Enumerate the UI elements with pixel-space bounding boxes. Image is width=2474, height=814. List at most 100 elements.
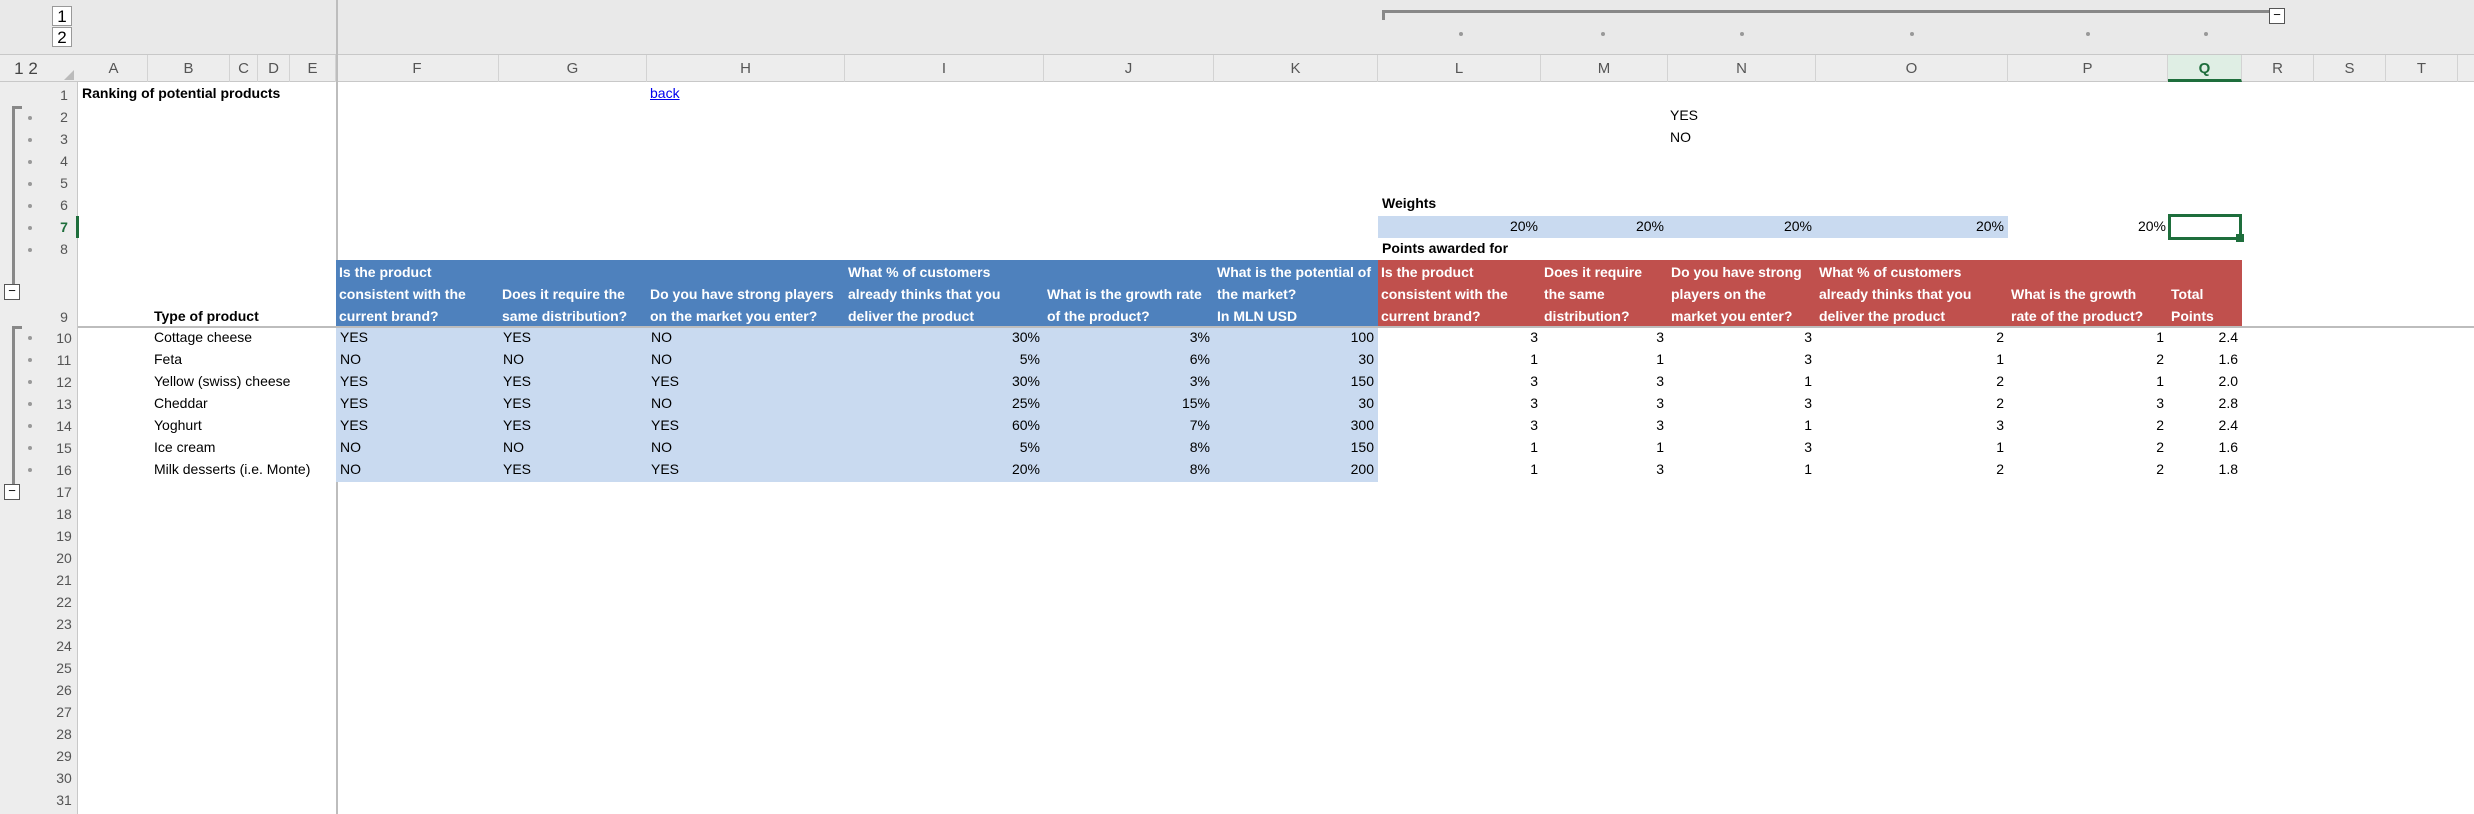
column-header-f[interactable]: F <box>336 55 499 82</box>
points-same-distribution[interactable]: 3 <box>1656 329 1664 345</box>
row-header-12[interactable]: 12 <box>56 374 72 390</box>
points-total[interactable]: 2.4 <box>2218 329 2238 345</box>
column-header-j[interactable]: J <box>1044 55 1214 82</box>
row-outline-levels[interactable]: 1 2 <box>14 59 38 78</box>
row-header-14[interactable]: 14 <box>56 418 72 434</box>
cell-customers-percent[interactable]: 30% <box>1011 373 1040 389</box>
points-consistent-brand[interactable]: 3 <box>1530 373 1538 389</box>
points-consistent-brand[interactable]: 1 <box>1530 351 1538 367</box>
row-header-22[interactable]: 22 <box>56 594 72 610</box>
outline-level-2-button[interactable]: 2 <box>52 27 72 47</box>
column-header-b[interactable]: B <box>148 55 230 82</box>
points-customers-percent[interactable]: 3 <box>1996 417 2004 433</box>
row-header-8[interactable]: 8 <box>60 241 68 257</box>
row-header-10[interactable]: 10 <box>56 330 72 346</box>
cell-same-distribution[interactable]: YES <box>503 395 532 411</box>
cell-customers-percent[interactable]: 30% <box>1011 329 1040 345</box>
row-header-13[interactable]: 13 <box>56 396 72 412</box>
points-customers-percent[interactable]: 2 <box>1996 329 2004 345</box>
points-customers-percent[interactable]: 1 <box>1996 439 2004 455</box>
row-header-18[interactable]: 18 <box>56 506 72 522</box>
column-header-l[interactable]: L <box>1378 55 1541 82</box>
row-header-5[interactable]: 5 <box>60 175 68 191</box>
cell-growth-rate[interactable]: 3% <box>1189 373 1210 389</box>
cell-market-potential[interactable]: 200 <box>1350 461 1374 477</box>
cell-consistent-brand[interactable]: NO <box>340 439 361 455</box>
points-total[interactable]: 1.8 <box>2218 461 2238 477</box>
weight-n[interactable]: 20% <box>1783 218 1812 234</box>
column-header-d[interactable]: D <box>258 55 290 82</box>
collapse-column-group-icon[interactable]: − <box>2269 8 2285 24</box>
cell-growth-rate[interactable]: 6% <box>1189 351 1210 367</box>
cell-strong-players[interactable]: YES <box>651 373 680 389</box>
cell-market-potential[interactable]: 30 <box>1358 351 1374 367</box>
points-strong-players[interactable]: 3 <box>1804 329 1812 345</box>
points-strong-players[interactable]: 1 <box>1804 461 1812 477</box>
fill-handle[interactable] <box>2236 234 2244 242</box>
row-header-29[interactable]: 29 <box>56 748 72 764</box>
cell-market-potential[interactable]: 100 <box>1350 329 1374 345</box>
active-cell-q7[interactable] <box>2168 214 2242 240</box>
cell-same-distribution[interactable]: YES <box>503 417 532 433</box>
points-total[interactable]: 2.0 <box>2218 373 2238 389</box>
product-name[interactable]: Ice cream <box>154 439 216 455</box>
points-same-distribution[interactable]: 1 <box>1656 439 1664 455</box>
product-name[interactable]: Cheddar <box>154 395 208 411</box>
column-header-e[interactable]: E <box>290 55 336 82</box>
row-header-19[interactable]: 19 <box>56 528 72 544</box>
column-header-n[interactable]: N <box>1668 55 1816 82</box>
weight-l[interactable]: 20% <box>1509 218 1538 234</box>
row-header-21[interactable]: 21 <box>56 572 72 588</box>
points-customers-percent[interactable]: 2 <box>1996 395 2004 411</box>
points-strong-players[interactable]: 3 <box>1804 395 1812 411</box>
cell-same-distribution[interactable]: NO <box>503 439 524 455</box>
column-header-r[interactable]: R <box>2242 55 2314 82</box>
points-total[interactable]: 1.6 <box>2218 351 2238 367</box>
product-name[interactable]: Yellow (swiss) cheese <box>154 373 291 389</box>
cell-market-potential[interactable]: 30 <box>1358 395 1374 411</box>
weight-p[interactable]: 20% <box>2137 218 2166 234</box>
row-header-30[interactable]: 30 <box>56 770 72 786</box>
cell-consistent-brand[interactable]: YES <box>340 373 369 389</box>
cell-growth-rate[interactable]: 15% <box>1181 395 1210 411</box>
points-same-distribution[interactable]: 3 <box>1656 395 1664 411</box>
product-name[interactable]: Yoghurt <box>154 417 202 433</box>
cell-same-distribution[interactable]: YES <box>503 461 532 477</box>
row-header-3[interactable]: 3 <box>60 131 68 147</box>
column-header-q[interactable]: Q <box>2168 55 2242 82</box>
cell-market-potential[interactable]: 150 <box>1350 439 1374 455</box>
cell-strong-players[interactable]: NO <box>651 351 672 367</box>
product-name[interactable]: Cottage cheese <box>154 329 253 345</box>
cell-strong-players[interactable]: NO <box>651 395 672 411</box>
cell-growth-rate[interactable]: 3% <box>1189 329 1210 345</box>
cell-consistent-brand[interactable]: YES <box>340 395 369 411</box>
row-header-24[interactable]: 24 <box>56 638 72 654</box>
cell-consistent-brand[interactable]: NO <box>340 351 361 367</box>
points-growth-rate[interactable]: 2 <box>2156 351 2164 367</box>
points-strong-players[interactable]: 1 <box>1804 373 1812 389</box>
column-header-t[interactable]: T <box>2386 55 2458 82</box>
cell-consistent-brand[interactable]: YES <box>340 417 369 433</box>
row-header-16[interactable]: 16 <box>56 462 72 478</box>
column-header-h[interactable]: H <box>647 55 845 82</box>
points-total[interactable]: 2.4 <box>2218 417 2238 433</box>
cell-growth-rate[interactable]: 7% <box>1189 417 1210 433</box>
row-header-6[interactable]: 6 <box>60 197 68 213</box>
product-name[interactable]: Feta <box>154 351 183 367</box>
points-same-distribution[interactable]: 3 <box>1656 373 1664 389</box>
points-growth-rate[interactable]: 1 <box>2156 373 2164 389</box>
cell-customers-percent[interactable]: 5% <box>1019 439 1040 455</box>
cell-same-distribution[interactable]: YES <box>503 329 532 345</box>
points-strong-players[interactable]: 1 <box>1804 417 1812 433</box>
cell-growth-rate[interactable]: 8% <box>1189 439 1210 455</box>
points-customers-percent[interactable]: 1 <box>1996 351 2004 367</box>
points-total[interactable]: 2.8 <box>2218 395 2238 411</box>
cell-customers-percent[interactable]: 20% <box>1011 461 1040 477</box>
points-growth-rate[interactable]: 2 <box>2156 461 2164 477</box>
points-strong-players[interactable]: 3 <box>1804 439 1812 455</box>
points-consistent-brand[interactable]: 1 <box>1530 461 1538 477</box>
outline-level-1-button[interactable]: 1 <box>52 6 72 26</box>
points-consistent-brand[interactable]: 3 <box>1530 395 1538 411</box>
column-header-a[interactable]: A <box>80 55 148 82</box>
back-link[interactable]: back <box>650 85 680 101</box>
